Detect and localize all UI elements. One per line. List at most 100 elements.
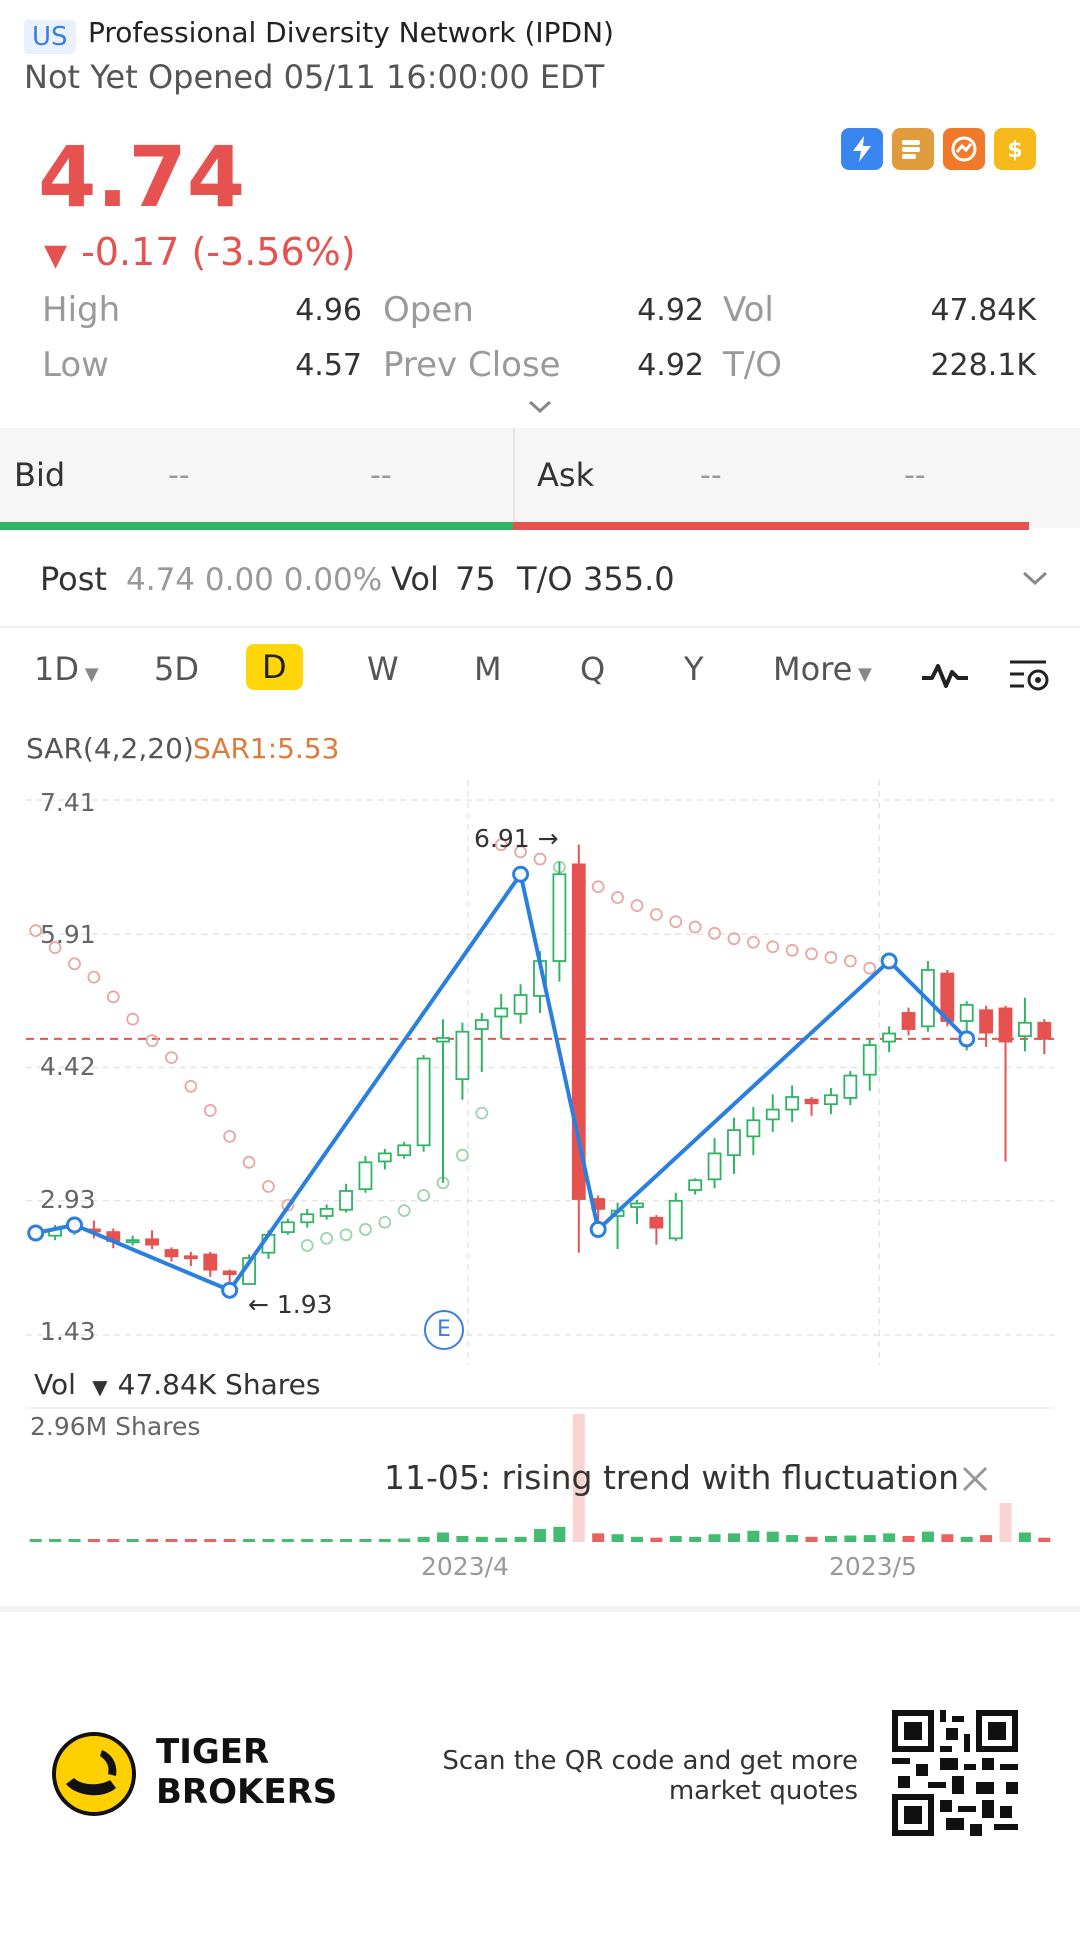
bid-ask-divider xyxy=(513,428,515,522)
sar-dot xyxy=(242,1155,256,1169)
candle-body xyxy=(862,1044,877,1076)
turnover-label: T/O xyxy=(723,345,782,385)
lightning-level1-icon[interactable] xyxy=(841,128,883,170)
volume-bar xyxy=(844,1535,857,1542)
chart-settings-icon[interactable] xyxy=(1008,656,1052,698)
candle-body xyxy=(804,1098,819,1105)
candle-body xyxy=(164,1249,179,1258)
sar-dot xyxy=(766,940,780,954)
volume-bar xyxy=(1018,1532,1031,1542)
sar-dot xyxy=(378,1215,392,1229)
volume-bar xyxy=(87,1539,100,1542)
tab-w[interactable]: W xyxy=(367,650,399,688)
volume-bar xyxy=(747,1530,760,1542)
scan-text: Scan the QR code and get more market quo… xyxy=(442,1746,858,1806)
volume-bar xyxy=(1038,1537,1051,1542)
candle-body xyxy=(436,1037,450,1043)
sar-dot xyxy=(203,1104,217,1117)
sar-dot xyxy=(281,1198,295,1212)
trend-pivot xyxy=(221,1281,239,1299)
sar-dot xyxy=(649,908,663,921)
chevron-down-icon[interactable] xyxy=(1020,568,1050,592)
sar-dot xyxy=(475,1106,489,1120)
sar-dot xyxy=(48,941,62,955)
sar-label: SAR(4,2,20) xyxy=(26,732,194,765)
post-vol-value: 75 xyxy=(455,560,496,598)
candle-body xyxy=(1017,1021,1032,1038)
volume-bar xyxy=(146,1539,159,1542)
volume-bar xyxy=(29,1539,42,1542)
candle-body xyxy=(843,1074,858,1099)
sar-dot xyxy=(533,852,547,866)
sar-dot xyxy=(126,1012,140,1026)
bid-label: Bid xyxy=(14,456,66,494)
candle-body xyxy=(397,1144,412,1157)
candle-body xyxy=(455,1030,470,1081)
candle-body xyxy=(125,1239,140,1244)
indicator-wave-icon[interactable] xyxy=(920,658,970,696)
volume-bar xyxy=(165,1539,178,1542)
price-change: ▼ -0.17 (-3.56%) xyxy=(44,230,356,274)
volume-bar xyxy=(805,1536,818,1542)
candle-body xyxy=(319,1207,334,1217)
trend-pivot xyxy=(880,952,898,970)
earnings-event-marker[interactable]: E xyxy=(424,1310,464,1350)
sar-dot xyxy=(456,1148,469,1162)
volume-bar xyxy=(514,1536,527,1542)
sar-dot xyxy=(397,1204,411,1218)
post-market-row[interactable] xyxy=(0,534,1080,628)
post-label: Post xyxy=(40,560,107,598)
volume-bar xyxy=(68,1539,81,1542)
down-arrow-icon: ▼ xyxy=(44,238,68,273)
sar-dot xyxy=(514,845,528,859)
volume-bar xyxy=(320,1539,333,1542)
volume-bar xyxy=(417,1536,430,1542)
post-value: 4.74 0.00 0.00% xyxy=(126,562,383,598)
sar-dot xyxy=(262,1180,275,1193)
sar-value: SAR1:5.53 xyxy=(193,732,340,765)
y-tick: 7.41 xyxy=(40,788,96,817)
sar-dot xyxy=(145,1034,159,1048)
y-tick: 2.93 xyxy=(40,1185,96,1214)
tab-more[interactable]: More ▼ xyxy=(773,650,872,688)
sar-dot xyxy=(843,954,857,968)
ask-bar xyxy=(513,522,1029,530)
candle-body xyxy=(630,1202,644,1208)
volume-bar xyxy=(359,1538,372,1542)
candle-body xyxy=(707,1152,722,1181)
volume-bar xyxy=(49,1539,62,1542)
prev-close-value: 4.92 xyxy=(637,348,704,383)
chevron-down-icon[interactable] xyxy=(526,398,554,420)
sar-dot xyxy=(339,1228,353,1242)
volume-bar xyxy=(223,1539,236,1542)
tab-5d[interactable]: 5D xyxy=(154,650,199,688)
feature-icons: $ xyxy=(841,128,1036,170)
volume-bar xyxy=(184,1539,197,1542)
candle-body xyxy=(494,1007,509,1018)
tab-y[interactable]: Y xyxy=(684,650,704,688)
candle-body xyxy=(998,1007,1013,1043)
trend-line xyxy=(35,872,969,1293)
stack-a-icon[interactable] xyxy=(892,128,934,170)
tab-q[interactable]: Q xyxy=(580,650,606,688)
tab-1d[interactable]: 1D ▼ xyxy=(34,650,99,688)
candle-body xyxy=(882,1032,897,1043)
sar-dot xyxy=(630,899,644,912)
trend-circle-icon[interactable] xyxy=(943,128,985,170)
close-icon[interactable] xyxy=(960,1464,990,1498)
dollar-icon[interactable]: $ xyxy=(994,128,1036,170)
candle-body xyxy=(959,1003,974,1022)
sar-dot xyxy=(669,915,683,929)
volume-bar xyxy=(204,1539,217,1542)
volume-bar xyxy=(669,1535,682,1542)
volume-header[interactable]: Vol ▼ 47.84K Shares xyxy=(34,1368,321,1401)
volume-bar xyxy=(708,1534,721,1542)
tab-m[interactable]: M xyxy=(474,650,502,688)
sar-dot xyxy=(727,932,741,946)
ask-price: -- xyxy=(700,458,722,493)
volume-bar xyxy=(533,1529,547,1542)
candle-body xyxy=(785,1096,800,1111)
tab-d[interactable]: D xyxy=(246,644,303,690)
price-chart[interactable] xyxy=(0,770,1080,1370)
candle-body xyxy=(377,1152,392,1163)
